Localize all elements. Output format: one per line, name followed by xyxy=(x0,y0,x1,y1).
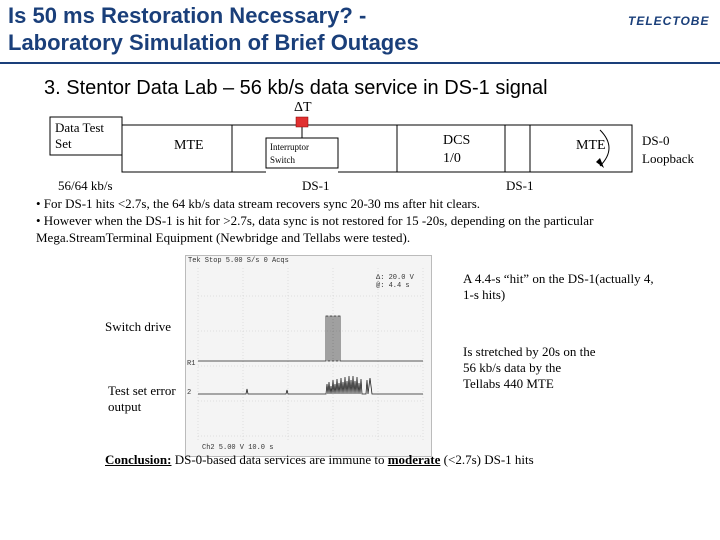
loopback-arrowhead xyxy=(596,158,604,168)
loopback-arrow xyxy=(599,129,610,167)
hit-annotation: A 4.4-s “hit” on the DS-1(actually 4, 1-… xyxy=(463,271,654,302)
mte-right-label: MTE xyxy=(576,138,606,153)
scope-ch-marker-2: 2 xyxy=(187,389,192,397)
ds0-loopback-label: DS-0 Loopback xyxy=(642,133,694,166)
finding-2: • However when the DS-1 is hit for >2.7s… xyxy=(36,213,594,245)
conclusion-pre: DS-0-based data services are immune to xyxy=(171,452,388,467)
switch-drive-label: Switch drive xyxy=(105,319,172,334)
conclusion: Conclusion: DS-0-based data services are… xyxy=(105,452,534,468)
findings-list: • For DS-1 hits <2.7s, the 64 kb/s data … xyxy=(36,195,676,246)
data-test-set-label: Data Test Set xyxy=(55,120,105,151)
title-line-2: Laboratory Simulation of Brief Outages xyxy=(8,30,419,55)
scope-top-bar: Tek Stop 5.00 S/s 0 Acqs xyxy=(188,257,289,265)
slide-title: Is 50 ms Restoration Necessary? - Labora… xyxy=(8,2,419,56)
block-diagram xyxy=(49,116,633,173)
dcs-label: DCS 1/0 xyxy=(443,133,471,166)
scope-readout-at: @: 4.4 s xyxy=(376,282,410,290)
dcs-box xyxy=(396,124,506,173)
mte-left-box xyxy=(121,124,233,173)
company-logo: TELECTOBE xyxy=(628,14,710,28)
scope-readout-delta: Δ: 20.0 V xyxy=(376,274,414,282)
rate-5664-label: 56/64 kb/s xyxy=(58,178,113,193)
scope-ch-marker-1: R1 xyxy=(187,360,196,368)
conclusion-post: (<2.7s) DS-1 hits xyxy=(440,452,534,467)
title-line-1: Is 50 ms Restoration Necessary? - xyxy=(8,3,367,28)
ds1-left-label: DS-1 xyxy=(302,178,330,193)
conclusion-label: Conclusion: xyxy=(105,452,172,467)
mte-right-box xyxy=(529,124,633,173)
subtitle: 3. Stentor Data Lab – 56 kb/s data servi… xyxy=(44,77,548,99)
ds1-right-label: DS-1 xyxy=(506,178,534,193)
switch-drive-trace xyxy=(198,315,423,362)
delta-t-label: ΔT xyxy=(294,100,312,115)
error-output-trace xyxy=(198,375,423,395)
mte-left-label: MTE xyxy=(174,138,204,153)
interruptor-switch-label: Interruptor Switch xyxy=(270,142,309,165)
test-set-label: Test set error output xyxy=(108,383,176,414)
scope-bottom-bar: Ch2 5.00 V 10.0 s xyxy=(202,444,274,452)
oscilloscope-capture: Tek Stop 5.00 S/s 0 Acqs Δ: 20.0 V @: 4.… xyxy=(185,255,432,457)
finding-1: • For DS-1 hits <2.7s, the 64 kb/s data … xyxy=(36,196,481,211)
scope-traces xyxy=(197,268,424,441)
stretched-annotation: Is stretched by 20s on the 56 kb/s data … xyxy=(463,344,596,391)
conclusion-emphasis: moderate xyxy=(387,452,441,467)
interrupt-marker xyxy=(295,116,309,128)
title-divider xyxy=(0,62,720,64)
